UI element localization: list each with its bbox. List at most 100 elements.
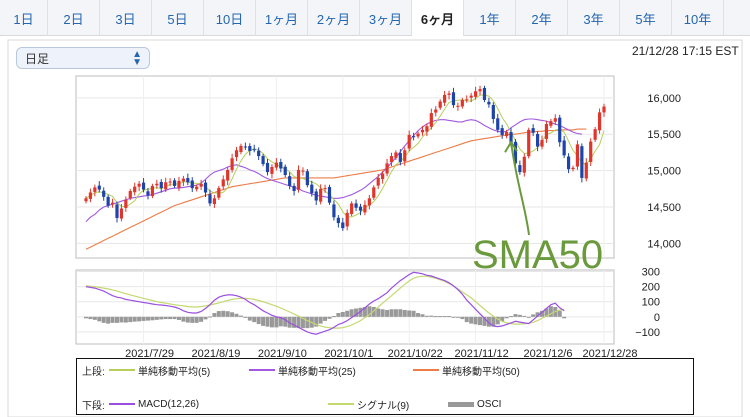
osci-bar bbox=[243, 316, 248, 318]
osci-bar bbox=[203, 316, 208, 320]
osci-bar bbox=[88, 316, 93, 320]
osci-bar bbox=[212, 313, 217, 317]
candle-body bbox=[332, 204, 336, 218]
osci-bar bbox=[429, 315, 434, 317]
osci-bar bbox=[349, 309, 354, 317]
candle-body bbox=[288, 176, 292, 186]
macd-line bbox=[85, 271, 565, 335]
osci-bar bbox=[331, 316, 336, 318]
candle-body bbox=[451, 92, 456, 106]
candle-body bbox=[522, 156, 526, 173]
osci-bar bbox=[190, 316, 195, 323]
legend-sma50-label: 単純移動平均(50) bbox=[442, 366, 520, 378]
candle-body bbox=[172, 180, 177, 186]
candle-body bbox=[141, 182, 146, 190]
legend-sma25-label: 単純移動平均(25) bbox=[278, 366, 356, 378]
candle-body bbox=[429, 113, 433, 127]
candle-body bbox=[336, 217, 340, 224]
candle-body bbox=[305, 171, 309, 186]
osci-bar bbox=[207, 316, 212, 318]
candle-body bbox=[487, 101, 491, 105]
osci-bar bbox=[261, 316, 266, 326]
candle-body bbox=[319, 188, 323, 202]
candle-body bbox=[376, 177, 380, 186]
tab-11[interactable]: 3年 bbox=[568, 0, 620, 36]
candle-body bbox=[110, 202, 115, 205]
osci-bar bbox=[478, 316, 483, 326]
candle-body bbox=[350, 203, 354, 215]
tab-9[interactable]: 1年 bbox=[464, 0, 516, 36]
x-tick-label: 2021/10/22 bbox=[388, 348, 443, 360]
tab-0[interactable]: 1日 bbox=[0, 0, 48, 36]
candle-body bbox=[230, 158, 234, 170]
x-tick-label: 2021/8/19 bbox=[191, 348, 240, 360]
candle-body bbox=[416, 133, 420, 137]
osci-bar bbox=[517, 314, 522, 317]
macd-y-tick-label: 0 bbox=[654, 312, 660, 324]
candle-body bbox=[199, 183, 203, 187]
osci-bar bbox=[336, 313, 341, 317]
legend-signal-label: シグナル(9) bbox=[357, 400, 410, 412]
candle-body bbox=[257, 150, 261, 157]
tab-10[interactable]: 2年 bbox=[516, 0, 568, 36]
candle-body bbox=[217, 188, 221, 198]
candles bbox=[84, 85, 606, 231]
tab-1[interactable]: 2日 bbox=[48, 0, 100, 36]
osci-bar bbox=[389, 309, 394, 317]
osci-bar bbox=[123, 316, 128, 323]
candle-body bbox=[363, 204, 367, 213]
chevron-updown-icon: ▲ ▼ bbox=[132, 49, 142, 68]
x-tick-label: 2021/12/6 bbox=[524, 348, 573, 360]
candle-body bbox=[243, 146, 247, 148]
sma25-line bbox=[85, 118, 582, 222]
candle-body bbox=[190, 180, 194, 189]
tab-3[interactable]: 5日 bbox=[152, 0, 204, 36]
tab-13[interactable]: 10年 bbox=[672, 0, 724, 36]
legend-swatch-sma5 bbox=[109, 369, 135, 371]
osci-bar bbox=[447, 316, 452, 318]
period-select[interactable]: 日足 ▲ ▼ bbox=[16, 47, 150, 69]
candle-body bbox=[412, 136, 416, 138]
tab-12[interactable]: 5年 bbox=[620, 0, 672, 36]
osci-bar bbox=[442, 316, 447, 318]
osci-bar bbox=[92, 316, 97, 320]
tab-4[interactable]: 10日 bbox=[204, 0, 256, 36]
osci-bar bbox=[464, 316, 469, 323]
tab-2[interactable]: 3日 bbox=[100, 0, 152, 36]
candle-body bbox=[106, 196, 110, 206]
legend-sma5-label: 単純移動平均(5) bbox=[138, 366, 211, 378]
candle-body bbox=[102, 190, 106, 197]
osci-bar bbox=[557, 310, 562, 317]
osci-bar bbox=[393, 309, 398, 317]
osci-bars bbox=[84, 306, 567, 329]
candle-body bbox=[292, 185, 296, 192]
osci-bar bbox=[500, 316, 505, 322]
osci-bar bbox=[473, 316, 478, 325]
osci-bar bbox=[540, 310, 545, 317]
candle-body bbox=[544, 124, 549, 139]
candle-body bbox=[252, 149, 256, 151]
tab-5[interactable]: 1ヶ月 bbox=[256, 0, 308, 36]
osci-bar bbox=[345, 310, 350, 317]
candle-body bbox=[597, 112, 602, 131]
legend-swatch-osci bbox=[448, 401, 474, 407]
candle-body bbox=[478, 89, 482, 92]
osci-bar bbox=[278, 316, 283, 327]
candle-body bbox=[381, 173, 385, 180]
osci-bar bbox=[531, 314, 536, 317]
osci-bar bbox=[252, 316, 257, 323]
candle-body bbox=[274, 162, 278, 168]
sma5-line bbox=[85, 94, 605, 218]
price-y-tick-label: 14,500 bbox=[647, 202, 681, 214]
osci-bar bbox=[504, 316, 509, 319]
legend-osci-label: OSCI bbox=[477, 398, 502, 410]
osci-bar bbox=[283, 316, 288, 327]
legend-lower-row: 下段: MACD(12,26) シグナル(9) OSCI bbox=[77, 396, 501, 412]
legend-sma25: 単純移動平均(25) bbox=[249, 363, 413, 378]
osci-bar bbox=[269, 316, 274, 328]
tab-6[interactable]: 2ヶ月 bbox=[308, 0, 360, 36]
tab-8[interactable]: 6ヶ月 bbox=[412, 0, 464, 36]
legend-swatch-sma25 bbox=[249, 369, 275, 371]
candle-body bbox=[155, 183, 159, 186]
tab-7[interactable]: 3ヶ月 bbox=[360, 0, 412, 36]
